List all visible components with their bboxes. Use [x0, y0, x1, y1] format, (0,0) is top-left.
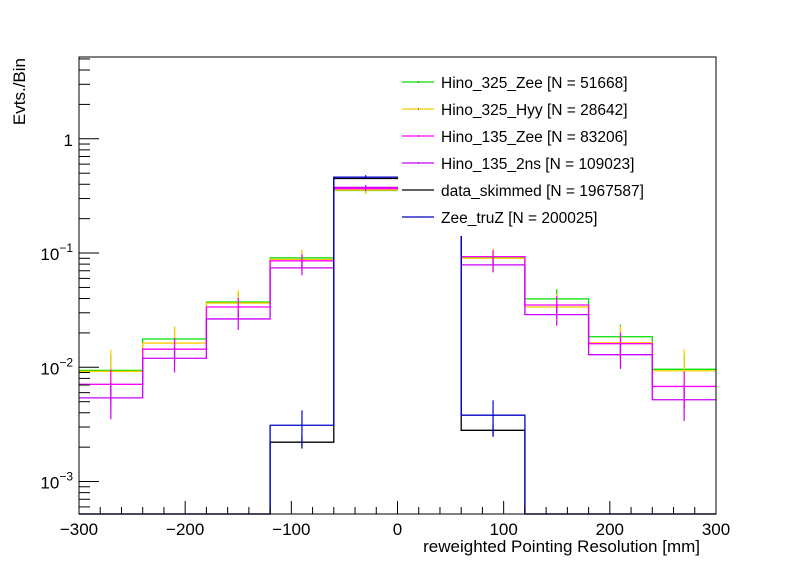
legend-entry: Zee_truZ [N = 200025]	[402, 210, 597, 227]
axes: −300 −200 −100 0 100 200 300 1 10−1 10−2 10−3	[40, 58, 730, 539]
legend-label: Hino_325_Zee [N = 51668]	[441, 75, 628, 92]
legend-label: Hino_135_2ns [N = 109023]	[441, 156, 634, 173]
y-axis-title: Evts./Bin	[10, 58, 29, 125]
legend-entry: data_skimmed [N = 1967587]	[402, 183, 644, 200]
legend-background	[398, 70, 660, 236]
y-tick-label: 1	[64, 131, 73, 150]
x-tick-label: −200	[166, 520, 204, 539]
x-tick-label: −300	[60, 520, 98, 539]
legend-entry: Hino_135_Zee [N = 83206]	[402, 129, 628, 146]
legend-label: data_skimmed [N = 1967587]	[441, 183, 644, 200]
x-axis-title: reweighted Pointing Resolution [mm]	[423, 537, 700, 556]
x-tick-label: 0	[393, 520, 402, 539]
series-3	[79, 184, 716, 422]
y-tick-label: 10−3	[40, 470, 73, 493]
x-tick-label: 300	[702, 520, 730, 539]
y-tick-label: 10−1	[40, 241, 73, 264]
x-tick-label: −100	[272, 520, 310, 539]
legend-label: Zee_truZ [N = 200025]	[441, 210, 597, 227]
x-tick-label: 100	[489, 520, 517, 539]
legend-entry: Hino_325_Zee [N = 51668]	[402, 75, 628, 92]
x-tick-label: 200	[596, 520, 624, 539]
legend-entry: Hino_325_Hyy [N = 28642]	[402, 102, 628, 119]
legend-label: Hino_135_Zee [N = 83206]	[441, 129, 628, 146]
legend-entry: Hino_135_2ns [N = 109023]	[402, 156, 634, 173]
legend-label: Hino_325_Hyy [N = 28642]	[441, 102, 628, 119]
y-tick-label: 10−2	[40, 355, 73, 378]
series-line	[79, 186, 716, 401]
legend: Hino_325_Zee [N = 51668] Hino_325_Hyy [N …	[398, 70, 660, 236]
